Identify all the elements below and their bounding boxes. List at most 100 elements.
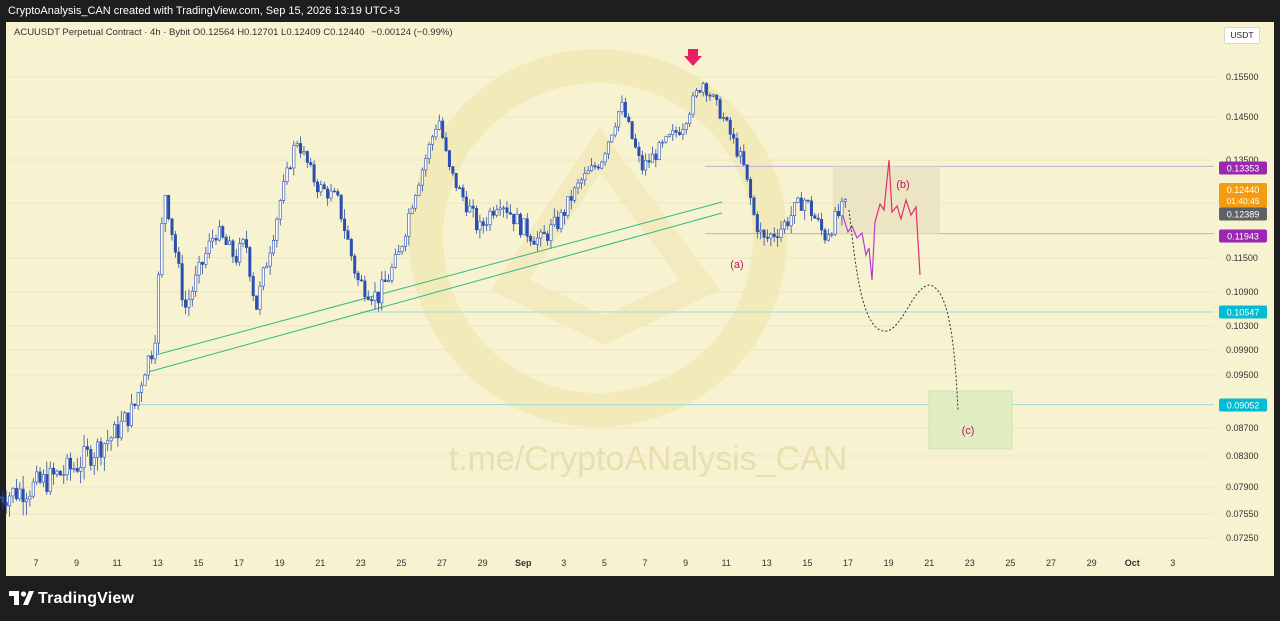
candle-body bbox=[55, 470, 59, 475]
time-tick-label: 23 bbox=[965, 558, 975, 568]
candle-body bbox=[356, 272, 360, 281]
candle-body bbox=[820, 219, 824, 231]
candle-body bbox=[285, 167, 289, 182]
candle-body bbox=[522, 218, 526, 236]
candle-body bbox=[586, 170, 590, 174]
candle-body bbox=[637, 146, 641, 156]
candle-body bbox=[163, 195, 167, 224]
candle-body bbox=[332, 190, 336, 193]
candle-body bbox=[397, 251, 401, 255]
candle-body bbox=[268, 252, 272, 267]
candle-body bbox=[177, 251, 181, 264]
candle-body bbox=[363, 280, 367, 298]
candle-body bbox=[336, 191, 340, 196]
candle-body bbox=[414, 195, 418, 209]
candle-body bbox=[197, 261, 201, 276]
candle-body bbox=[833, 210, 837, 235]
candle-body bbox=[461, 187, 465, 198]
candle-body bbox=[441, 120, 445, 138]
candle-body bbox=[211, 238, 215, 242]
price-tick-label: 0.07550 bbox=[1226, 509, 1259, 519]
candle-body bbox=[451, 166, 455, 174]
candle-body bbox=[606, 141, 610, 155]
trendline-lower bbox=[147, 212, 723, 373]
candle-body bbox=[779, 228, 783, 238]
time-tick-label: 17 bbox=[234, 558, 244, 568]
candle-body bbox=[21, 488, 25, 503]
candle-body bbox=[573, 187, 577, 201]
time-tick-label: 29 bbox=[478, 558, 488, 568]
candle-body bbox=[45, 474, 49, 492]
candle-body bbox=[234, 256, 238, 263]
candle-body bbox=[654, 153, 658, 160]
candle-body bbox=[769, 233, 773, 239]
candle-body bbox=[728, 119, 732, 135]
candle-body bbox=[207, 240, 211, 254]
candle-body bbox=[407, 213, 411, 237]
down-arrow-icon bbox=[684, 49, 702, 66]
price-tick-label: 0.08700 bbox=[1226, 423, 1259, 433]
candle-body bbox=[468, 205, 472, 213]
candle-body bbox=[721, 117, 725, 119]
candle-body bbox=[529, 236, 533, 242]
tradingview-logo[interactable]: TradingView bbox=[8, 588, 138, 610]
candle-body bbox=[694, 90, 698, 97]
time-tick-label: 21 bbox=[924, 558, 934, 568]
candle-body bbox=[295, 143, 299, 146]
time-tick-label: 19 bbox=[275, 558, 285, 568]
price-badge-label: 0.10547 bbox=[1227, 308, 1260, 318]
candle-body bbox=[738, 151, 742, 157]
candle-body bbox=[498, 207, 502, 211]
candle-body bbox=[339, 194, 343, 220]
candle-body bbox=[28, 495, 32, 500]
candle-body bbox=[634, 138, 638, 148]
candle-body bbox=[518, 213, 522, 236]
price-tick-label: 0.08300 bbox=[1226, 451, 1259, 461]
candle-body bbox=[140, 384, 144, 393]
candle-body bbox=[41, 474, 45, 483]
time-tick-label: 23 bbox=[356, 558, 366, 568]
time-tick-label: 13 bbox=[153, 558, 163, 568]
time-tick-label: 27 bbox=[437, 558, 447, 568]
candle-body bbox=[816, 217, 820, 220]
candle-body bbox=[322, 184, 326, 190]
candle-body bbox=[796, 197, 800, 203]
candle-body bbox=[593, 165, 597, 168]
candle-body bbox=[556, 216, 560, 229]
chart-area[interactable] bbox=[6, 22, 1274, 576]
price-levels bbox=[140, 165, 1214, 406]
candle-body bbox=[299, 143, 303, 154]
candle-body bbox=[475, 208, 479, 231]
candle-body bbox=[8, 495, 12, 507]
candle-body bbox=[674, 130, 678, 133]
price-tick-label: 0.07250 bbox=[1226, 533, 1259, 543]
candle-body bbox=[623, 101, 627, 118]
time-axis[interactable]: 7 9 11 13 15 17 19 21 23 25 27 29 Sep 3 5 7 9 11 13 15 17 19 2… bbox=[33, 558, 1175, 568]
candle-body bbox=[35, 471, 39, 483]
price-badge-label: 0.13353 bbox=[1227, 164, 1260, 174]
candle-body bbox=[793, 201, 797, 216]
symbol-name[interactable]: ACUUSDT Perpetual Contract · 4h · Bybit bbox=[14, 27, 191, 38]
candle-body bbox=[559, 212, 563, 229]
candle-body bbox=[383, 279, 387, 283]
candle-body bbox=[200, 261, 204, 265]
candle-body bbox=[583, 173, 587, 181]
candle-body bbox=[515, 213, 519, 225]
candle-body bbox=[82, 446, 86, 468]
price-badge-label: 0.11943 bbox=[1227, 232, 1259, 242]
candle-body bbox=[58, 470, 62, 476]
candle-body bbox=[167, 195, 171, 220]
legend: ACUUSDT Perpetual Contract · 4h · Bybit … bbox=[14, 27, 452, 38]
price-badge bbox=[1219, 229, 1267, 243]
time-tick-label: 11 bbox=[113, 558, 122, 568]
candle-body bbox=[610, 134, 614, 143]
candle-body bbox=[126, 412, 130, 427]
time-tick-label: 17 bbox=[843, 558, 853, 568]
currency-selector[interactable]: USDT bbox=[1224, 27, 1260, 44]
ohlc-high: H0.12701 bbox=[237, 27, 279, 38]
candle-body bbox=[248, 247, 252, 277]
wave-c-projection bbox=[848, 209, 959, 411]
top-marker bbox=[684, 49, 702, 66]
